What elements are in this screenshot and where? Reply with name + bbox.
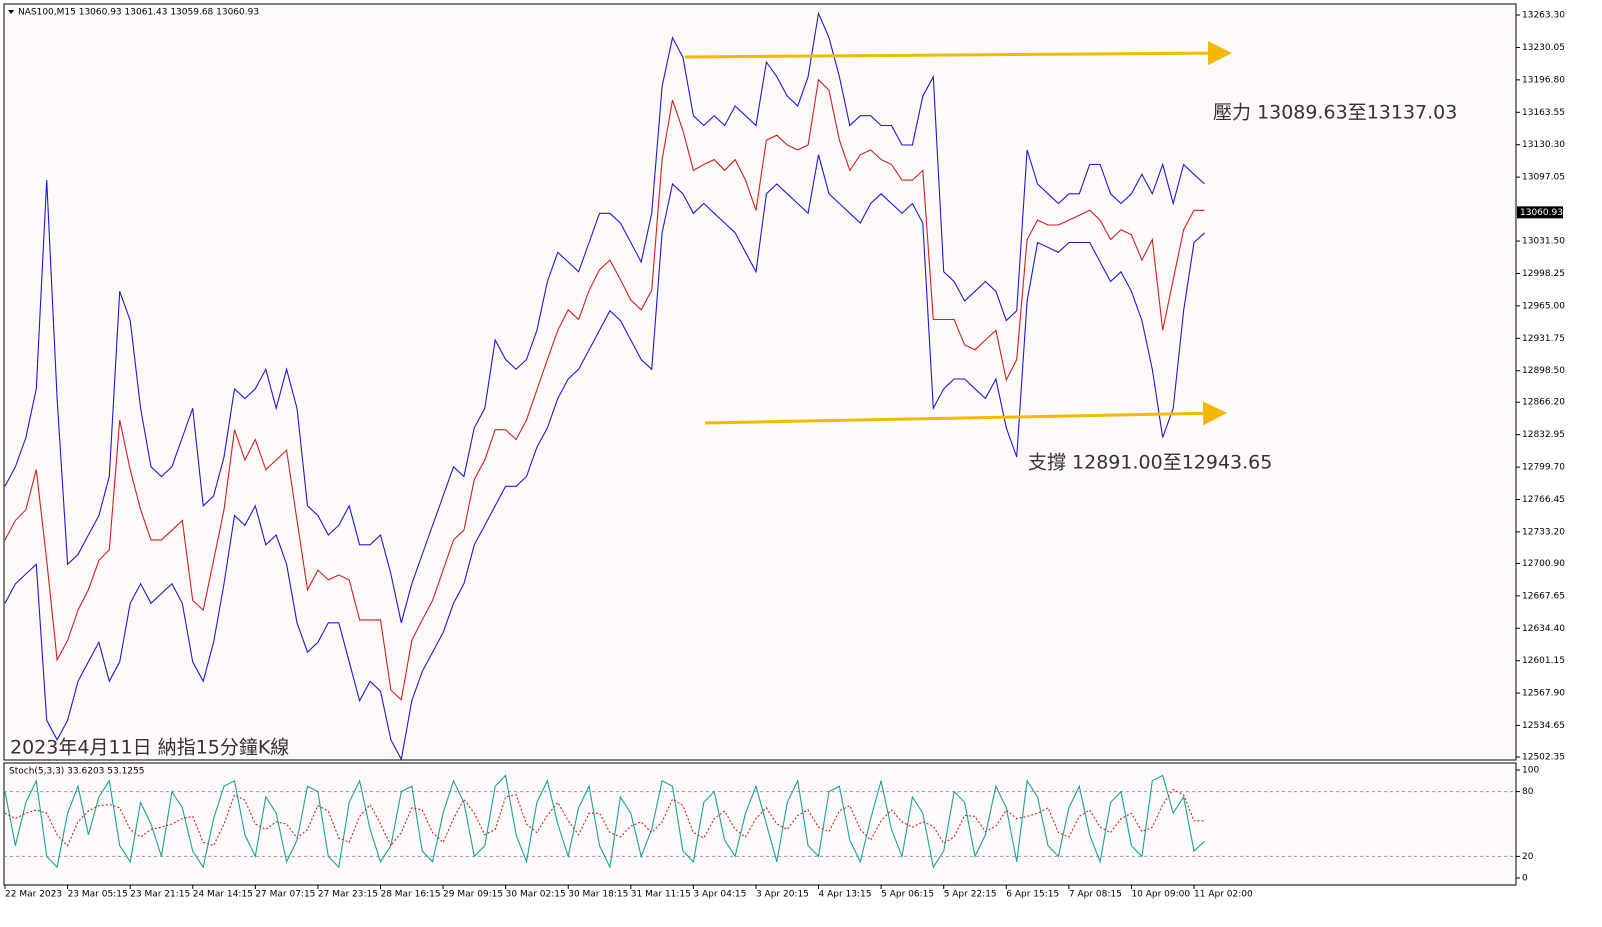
- y-tick-label: 12799.70: [1522, 463, 1565, 473]
- x-tick-label: 29 Mar 09:15: [443, 890, 503, 900]
- x-tick-label: 28 Mar 16:15: [380, 890, 440, 900]
- resistance-arrow: [684, 41, 1232, 66]
- y-tick-label: 12567.90: [1522, 689, 1565, 699]
- x-tick-label: 23 Mar 21:15: [130, 890, 190, 900]
- y-tick-label: 13230.05: [1522, 43, 1565, 53]
- x-tick-label: 7 Apr 08:15: [1069, 890, 1122, 900]
- y-tick-label: 12534.65: [1522, 721, 1565, 731]
- stoch-title: Stoch(5,3,3) 33.6203 53.1255: [9, 767, 144, 777]
- x-tick-label: 4 Apr 13:15: [819, 890, 872, 900]
- x-tick-label: 24 Mar 14:15: [193, 890, 253, 900]
- y-tick-label: 12898.50: [1522, 366, 1565, 376]
- x-tick-label: 27 Mar 23:15: [318, 890, 378, 900]
- x-tick-label: 11 Apr 02:00: [1194, 890, 1253, 900]
- x-tick-label: 23 Mar 05:15: [68, 890, 128, 900]
- series-line: [4, 78, 1205, 701]
- y-tick-label: 13097.05: [1522, 173, 1565, 183]
- x-tick-label: 22 Mar 2023: [5, 890, 62, 900]
- y-tick-label: 80: [1522, 787, 1534, 797]
- x-tick-label: 6 Apr 15:15: [1006, 890, 1059, 900]
- resistance-note: 壓力 13089.63至13137.03: [1213, 102, 1457, 124]
- y-tick-label: 12832.95: [1522, 430, 1565, 440]
- series-line: [4, 11, 1205, 623]
- y-tick-label: 12931.75: [1522, 334, 1565, 344]
- y-tick-label: 100: [1522, 766, 1539, 776]
- series-line: [4, 774, 1205, 870]
- header-arrow: [8, 10, 14, 14]
- y-tick-label: 12965.00: [1522, 301, 1565, 311]
- price-marker-label: 13060.93: [1520, 208, 1563, 218]
- y-tick-label: 12866.20: [1522, 398, 1565, 408]
- y-tick-label: 12634.40: [1522, 624, 1565, 634]
- y-tick-label: 12733.20: [1522, 527, 1565, 537]
- y-tick-label: 13263.30: [1522, 11, 1565, 21]
- x-tick-label: 30 Mar 02:15: [506, 890, 566, 900]
- x-tick-label: 5 Apr 06:15: [881, 890, 934, 900]
- main-panel: [3, 3, 1517, 761]
- y-tick-label: 20: [1522, 852, 1534, 862]
- x-tick-label: 3 Apr 04:15: [693, 890, 746, 900]
- x-tick-label: 3 Apr 20:15: [756, 890, 809, 900]
- y-tick-label: 12766.45: [1522, 495, 1565, 505]
- y-tick-label: 13130.30: [1522, 140, 1565, 150]
- x-tick-label: 31 Mar 11:15: [631, 890, 691, 900]
- support-note: 支撐 12891.00至12943.65: [1028, 452, 1272, 474]
- y-tick-label: 12601.15: [1522, 656, 1565, 666]
- y-tick-label: 12700.90: [1522, 559, 1565, 569]
- series-line: [4, 154, 1205, 761]
- y-tick-label: 12502.35: [1522, 753, 1565, 763]
- y-tick-label: 0: [1522, 873, 1528, 883]
- support-arrow: [704, 401, 1227, 426]
- x-tick-label: 30 Mar 18:15: [568, 890, 628, 900]
- x-tick-label: 10 Apr 09:00: [1131, 890, 1190, 900]
- y-tick-label: 12667.65: [1522, 591, 1565, 601]
- y-tick-label: 13163.55: [1522, 108, 1565, 118]
- y-tick-label: 13031.50: [1522, 237, 1565, 247]
- series-line: [4, 788, 1205, 847]
- price-marker: [1517, 206, 1563, 219]
- chart-title: 2023年4月11日 納指15分鐘K線: [10, 737, 289, 759]
- x-tick-label: 5 Apr 22:15: [944, 890, 997, 900]
- y-tick-label: 13196.80: [1522, 75, 1565, 85]
- y-tick-label: 12998.25: [1522, 269, 1565, 279]
- symbol-header: NAS100,M15 13060.93 13061.43 13059.68 13…: [18, 8, 259, 18]
- x-tick-label: 27 Mar 07:15: [255, 890, 315, 900]
